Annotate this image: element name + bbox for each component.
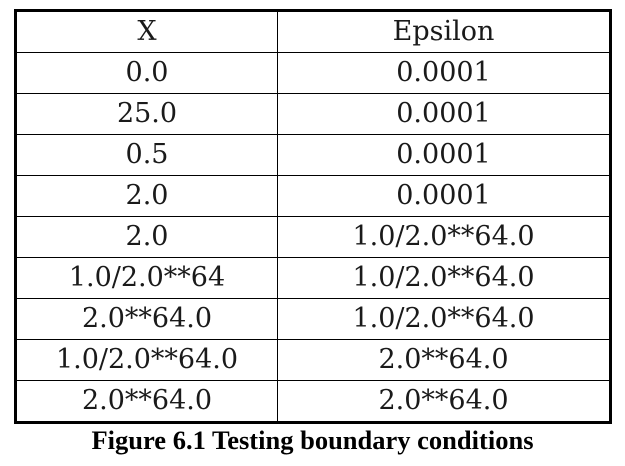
x-cell: 2.0**64.0	[15, 380, 278, 423]
x-cell: 2.0	[15, 216, 278, 258]
table-row: 0.5 0.0001	[15, 134, 611, 176]
figure-caption: Figure 6.1 Testing boundary conditions	[91, 425, 534, 455]
table-row: 1.0/2.0**64.0 2.0**64.0	[15, 339, 611, 381]
x-cell: 0.0	[15, 52, 278, 94]
x-cell: 1.0/2.0**64.0	[15, 339, 278, 381]
table-row: 2.0 0.0001	[15, 175, 611, 217]
column-header-epsilon: Epsilon	[277, 10, 611, 53]
epsilon-cell: 2.0**64.0	[277, 380, 611, 423]
epsilon-cell: 1.0/2.0**64.0	[277, 298, 611, 340]
epsilon-cell: 1.0/2.0**64.0	[277, 216, 611, 258]
boundary-conditions-table-container: X Epsilon 0.0 0.0001 25.0 0.0001 0.5 0.0…	[14, 9, 612, 424]
epsilon-cell: 0.0001	[277, 175, 611, 217]
epsilon-cell: 0.0001	[277, 93, 611, 135]
x-cell: 25.0	[15, 93, 278, 135]
x-cell: 2.0	[15, 175, 278, 217]
table-header-row: X Epsilon	[15, 10, 611, 53]
table-row: 2.0**64.0 2.0**64.0	[15, 380, 611, 423]
epsilon-cell: 0.0001	[277, 52, 611, 94]
x-cell: 1.0/2.0**64	[15, 257, 278, 299]
epsilon-cell: 1.0/2.0**64.0	[277, 257, 611, 299]
boundary-conditions-table: X Epsilon 0.0 0.0001 25.0 0.0001 0.5 0.0…	[14, 9, 612, 424]
x-cell: 0.5	[15, 134, 278, 176]
table-row: 25.0 0.0001	[15, 93, 611, 135]
epsilon-cell: 2.0**64.0	[277, 339, 611, 381]
table-row: 2.0 1.0/2.0**64.0	[15, 216, 611, 258]
column-header-x: X	[15, 10, 278, 53]
x-cell: 2.0**64.0	[15, 298, 278, 340]
table-row: 1.0/2.0**64 1.0/2.0**64.0	[15, 257, 611, 299]
table-row: 0.0 0.0001	[15, 52, 611, 94]
epsilon-cell: 0.0001	[277, 134, 611, 176]
table-row: 2.0**64.0 1.0/2.0**64.0	[15, 298, 611, 340]
